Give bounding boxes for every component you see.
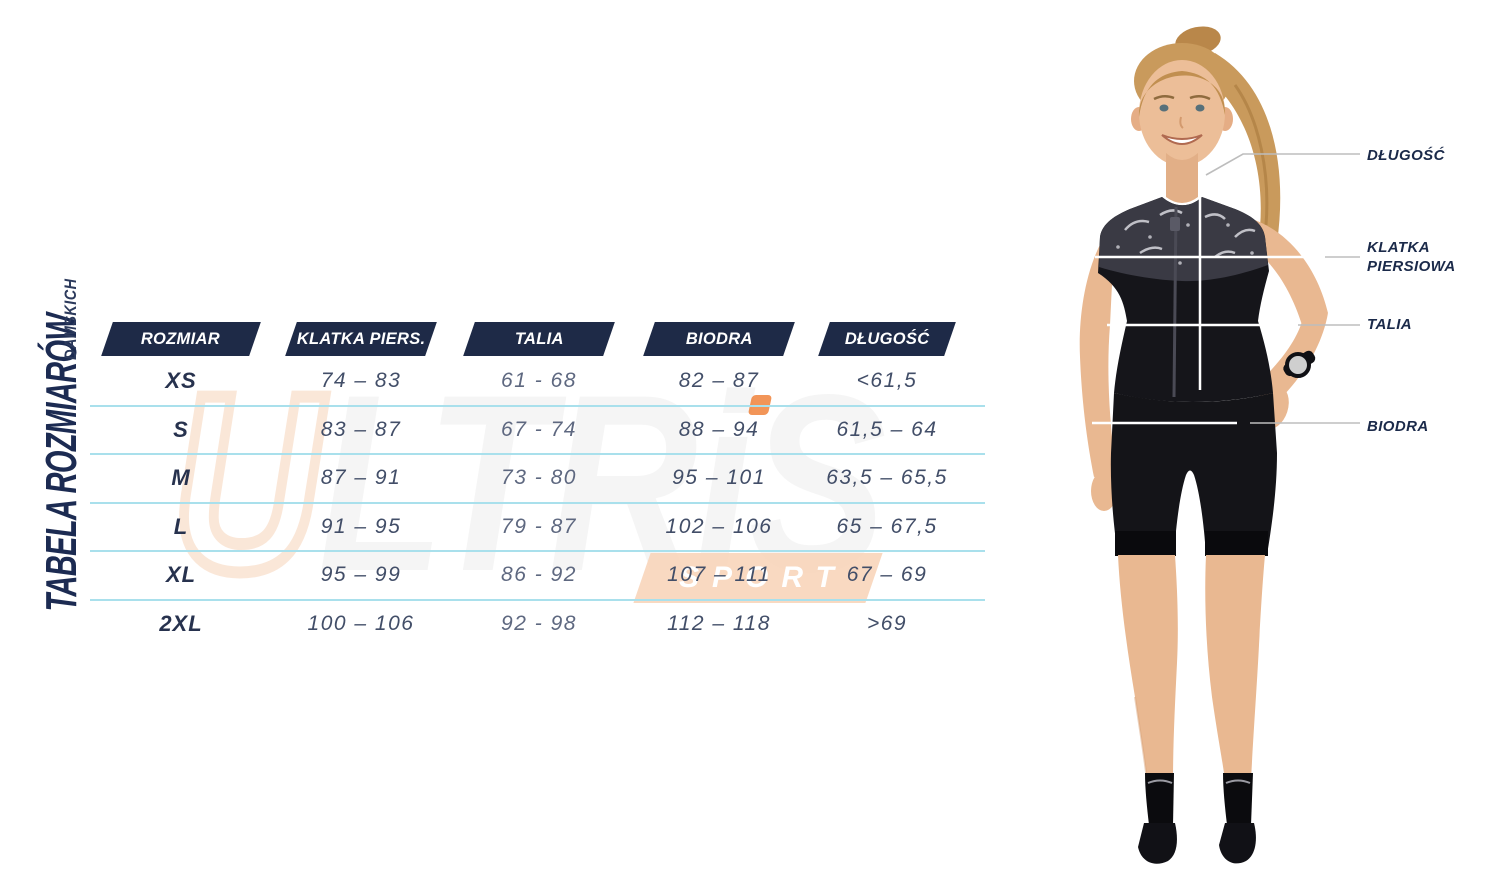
jersey-zipper [1172, 206, 1178, 398]
pattern-dots [1116, 223, 1254, 265]
waist-value: 61 - 68 [501, 369, 577, 392]
shoe-left [1138, 823, 1177, 864]
length-value: >69 [866, 611, 908, 635]
waist-value: 79 - 87 [501, 514, 577, 538]
connector-lines [1205, 153, 1360, 424]
size-value: XS [165, 368, 197, 393]
measure-label-talia: TALIA [1367, 316, 1413, 333]
size-value: XL [165, 562, 197, 588]
sock-left [1145, 773, 1174, 825]
measure-label-biodra: BIODRA [1367, 418, 1429, 435]
measure-label-dlugosc: DŁUGOŚĆ [1367, 147, 1445, 164]
table-row-s: S 83 – 87 67 - 74 88 – 94 61,5 – 64 [90, 407, 985, 456]
shorts-band-right [1205, 531, 1268, 556]
hips-value: 95 – 101 [672, 466, 766, 490]
face [1139, 60, 1225, 166]
shorts-band-left [1115, 531, 1176, 556]
chest-value: 91 – 95 [320, 514, 402, 538]
length-value: 67 – 69 [846, 563, 928, 587]
hips-value: 112 – 118 [667, 611, 771, 635]
size-value: L [173, 513, 189, 539]
waist-value: 67 - 74 [501, 417, 577, 441]
length-value: 63,5 – 65,5 [826, 466, 948, 490]
jersey-pattern-panel [1099, 197, 1268, 282]
waist-value: 86 - 92 [501, 563, 577, 587]
chest-value: 83 – 87 [320, 417, 402, 441]
column-header-biodra: BIODRA [643, 322, 795, 356]
size-value: 2XL [159, 610, 203, 636]
length-value: 65 – 67,5 [836, 514, 938, 538]
hips-value: 88 – 94 [678, 417, 760, 441]
model-photo [1030, 25, 1500, 884]
sock-right [1223, 773, 1253, 825]
hand-left [1091, 471, 1117, 511]
leg-left [1118, 555, 1178, 781]
chest-value: 74 – 83 [320, 369, 402, 392]
hips-value: 82 – 87 [678, 369, 760, 392]
shoe-right [1219, 823, 1256, 864]
table-row-l: L 91 – 95 79 - 87 102 – 106 65 – 67,5 [90, 504, 985, 553]
size-value: S [173, 416, 189, 442]
leg-right [1205, 555, 1265, 781]
table-row-2xl: 2XL 100 – 106 92 - 98 112 – 118 >69 [90, 601, 985, 650]
shorts [1110, 393, 1277, 555]
waist-value: 92 - 98 [501, 611, 577, 635]
column-header-talia: TALIA [463, 322, 615, 356]
table-row-xl: XL 95 – 99 86 - 92 107 – 111 67 – 69 [90, 552, 985, 601]
neck [1166, 153, 1198, 203]
column-header-klatka-piers: KLATKA PIERS. [285, 322, 437, 356]
smile [1161, 134, 1203, 145]
hips-value: 102 – 106 [665, 514, 773, 538]
size-table: ROZMIAR KLATKA PIERS. TALIA BIODRA DŁUGO… [90, 322, 985, 662]
length-value: 61,5 – 64 [836, 417, 938, 441]
size-value: M [171, 465, 191, 491]
table-row-xs: XS 74 – 83 61 - 68 82 – 87 <61,5 [90, 358, 985, 407]
column-header-dlugosc: DŁUGOŚĆ [818, 322, 956, 356]
chest-value: 87 – 91 [320, 466, 402, 490]
table-rows: XS 74 – 83 61 - 68 82 – 87 <61,5 S 83 – … [90, 358, 985, 650]
hips-value: 107 – 111 [667, 563, 771, 587]
chest-value: 100 – 106 [307, 611, 415, 635]
page-title: TABELA ROZMIARÓW DAMSKICH [37, 268, 107, 688]
table-row-m: M 87 – 91 73 - 80 95 – 101 63,5 – 65,5 [90, 455, 985, 504]
measure-label-klatka-piersiowa: KLATKA PIERSIOWA [1367, 239, 1456, 275]
length-value: <61,5 [856, 369, 918, 392]
model-figure-svg [1079, 26, 1360, 864]
chest-value: 95 – 99 [320, 563, 402, 587]
page-title-sub: DAMSKICH [61, 278, 80, 361]
hair-ponytail [1202, 53, 1281, 262]
waist-value: 73 - 80 [501, 466, 577, 490]
watch-face [1285, 352, 1311, 378]
arm-left [1079, 231, 1120, 477]
column-header-rozmiar: ROZMIAR [101, 322, 261, 356]
